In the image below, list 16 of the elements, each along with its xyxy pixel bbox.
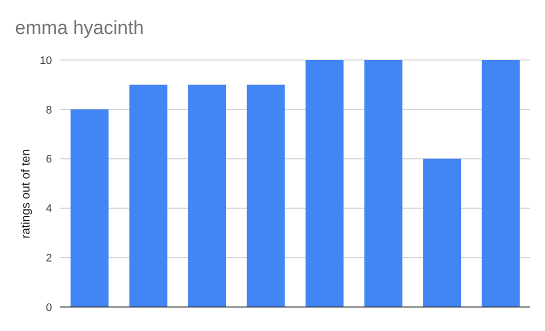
bar	[482, 60, 520, 307]
y-tick-label: 8	[46, 104, 52, 116]
y-tick-label: 4	[46, 203, 52, 216]
bar	[423, 158, 462, 307]
y-tick-label: 0	[46, 302, 52, 314]
y-tick-label: 6	[46, 154, 52, 166]
y-tick-label: 2	[46, 252, 52, 265]
bar	[364, 60, 402, 307]
bar	[70, 109, 109, 307]
bar	[188, 84, 226, 307]
bar	[246, 84, 285, 307]
y-axis-title: ratings out of ten	[18, 149, 32, 238]
chart-title: emma hyacinth	[15, 18, 144, 40]
bar	[306, 60, 344, 307]
y-tick-label: 10	[40, 54, 52, 67]
bar	[129, 84, 168, 307]
